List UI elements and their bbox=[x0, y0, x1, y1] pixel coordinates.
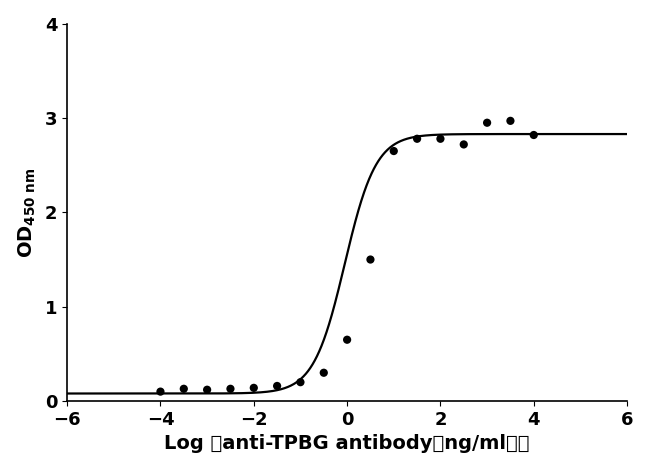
Point bbox=[458, 141, 469, 148]
Point bbox=[295, 378, 306, 386]
Point bbox=[342, 336, 352, 344]
Point bbox=[389, 147, 399, 155]
Y-axis label: OD$_\mathregular{450\ nm}$: OD$_\mathregular{450\ nm}$ bbox=[17, 167, 38, 258]
Point bbox=[505, 117, 515, 125]
Point bbox=[482, 119, 492, 126]
Point bbox=[436, 135, 446, 142]
Point bbox=[272, 382, 282, 390]
X-axis label: Log （anti-TPBG antibody（ng/ml））: Log （anti-TPBG antibody（ng/ml）） bbox=[164, 434, 530, 454]
Point bbox=[528, 131, 539, 139]
Point bbox=[248, 384, 259, 392]
Point bbox=[155, 388, 166, 395]
Point bbox=[365, 256, 376, 263]
Point bbox=[202, 386, 213, 393]
Point bbox=[179, 385, 189, 392]
Point bbox=[412, 135, 423, 142]
Point bbox=[226, 385, 236, 392]
Point bbox=[318, 369, 329, 376]
